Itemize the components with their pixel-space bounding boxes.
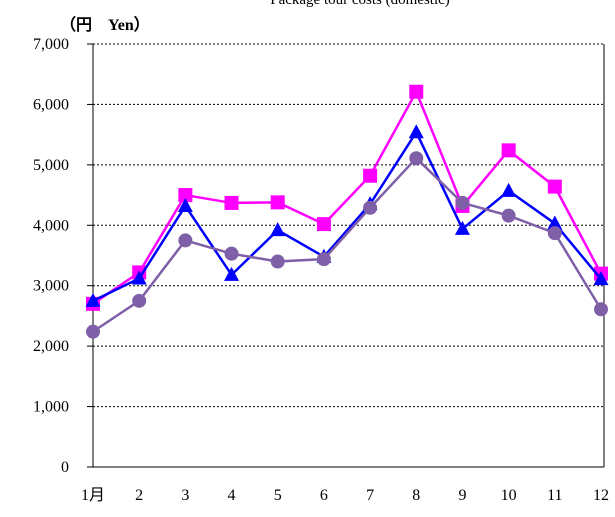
data-point-circle <box>455 195 470 210</box>
data-point-circle <box>409 151 424 166</box>
data-point-square <box>316 217 331 232</box>
chart-title: Package tour costs (domestic) <box>270 0 450 8</box>
data-point-square <box>501 143 516 158</box>
data-point-circle <box>132 293 147 308</box>
data-point-triangle <box>408 124 424 139</box>
data-point-triangle <box>501 182 517 197</box>
y-tick-label: 2,000 <box>33 338 69 355</box>
data-point-circle <box>547 226 562 241</box>
y-tick-label: 0 <box>61 459 69 476</box>
data-point-triangle <box>85 292 101 307</box>
x-tick-label: 12 <box>593 487 609 504</box>
data-point-triangle <box>224 266 240 281</box>
data-point-circle <box>594 302 608 317</box>
x-tick-label: 3 <box>181 487 189 504</box>
y-tick-label: 4,000 <box>33 217 69 234</box>
data-point-triangle <box>547 215 563 230</box>
data-point-circle <box>363 200 378 215</box>
x-tick-label: 5 <box>274 487 282 504</box>
y-tick-label: 3,000 <box>33 278 69 295</box>
x-tick-label: 7 <box>366 487 374 504</box>
series-line <box>92 156 603 333</box>
data-point-triangle <box>593 271 609 286</box>
y-axis-unit-label: （円 Yen） <box>60 16 150 34</box>
data-point-triangle <box>454 220 470 235</box>
data-point-circle <box>224 246 239 261</box>
series-line <box>92 129 602 302</box>
data-point-square <box>178 188 193 203</box>
data-point-circle <box>178 233 193 248</box>
data-point-circle <box>270 254 285 269</box>
series-circle <box>86 151 608 339</box>
data-point-square <box>547 179 562 194</box>
x-tick-label: 8 <box>412 487 420 504</box>
data-point-circle <box>86 324 100 339</box>
x-tick-label: 6 <box>320 487 328 504</box>
data-series <box>85 84 609 339</box>
x-tick-label: 10 <box>501 487 517 504</box>
axes <box>87 43 605 468</box>
x-tick-labels: 1月 2 3 4 5 6 7 8 9 10 11 12 <box>81 487 609 504</box>
x-tick-label: 11 <box>547 487 562 504</box>
series-square <box>86 84 608 311</box>
x-tick-label: 2 <box>135 487 143 504</box>
data-point-triangle <box>270 222 286 237</box>
y-tick-label: 6,000 <box>33 96 69 113</box>
data-point-triangle <box>131 270 147 285</box>
x-tick-label: 9 <box>458 487 466 504</box>
data-point-square <box>363 168 378 183</box>
data-point-square <box>270 195 285 210</box>
y-tick-label: 5,000 <box>33 157 69 174</box>
data-point-square <box>409 84 424 99</box>
series-line <box>92 88 603 305</box>
x-tick-label: 4 <box>228 487 236 504</box>
y-tick-label: 7,000 <box>33 36 69 53</box>
gridlines <box>93 43 604 408</box>
series-triangle <box>85 124 609 307</box>
x-tick-label: 1月 <box>81 487 105 504</box>
data-point-triangle <box>177 197 193 212</box>
y-tick-label: 1,000 <box>33 399 69 416</box>
data-point-circle <box>501 208 516 223</box>
data-point-square <box>224 195 239 210</box>
data-point-circle <box>316 252 331 267</box>
y-tick-labels: 0 1,000 2,000 3,000 4,000 5,000 6,000 7,000 <box>33 36 69 476</box>
